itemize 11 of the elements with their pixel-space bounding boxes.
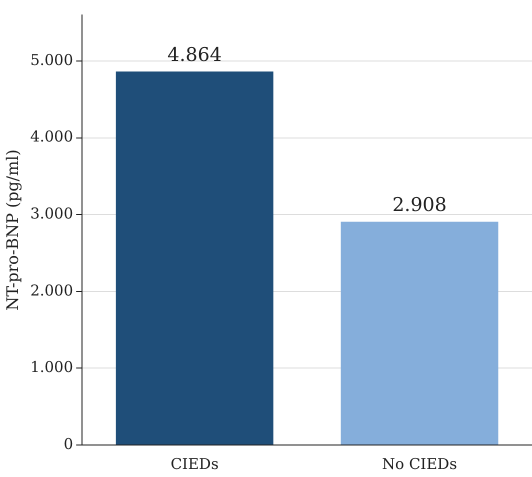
data-label: 4.864 [167, 44, 222, 66]
data-label: 2.908 [392, 194, 447, 216]
y-tick-label: 2.000 [30, 281, 74, 300]
x-tick-label: CIEDs [170, 454, 219, 473]
x-tick-label: No CIEDs [382, 454, 458, 473]
y-tick-label: 5.000 [30, 50, 74, 69]
y-axis-title: NT-pro-BNP (pg/ml) [2, 149, 22, 311]
y-tick-label: 1.000 [30, 358, 74, 376]
y-tick-label: 4.000 [30, 128, 74, 146]
y-tick-label: 0 [64, 434, 74, 453]
y-tick-label: 3.000 [30, 204, 74, 223]
